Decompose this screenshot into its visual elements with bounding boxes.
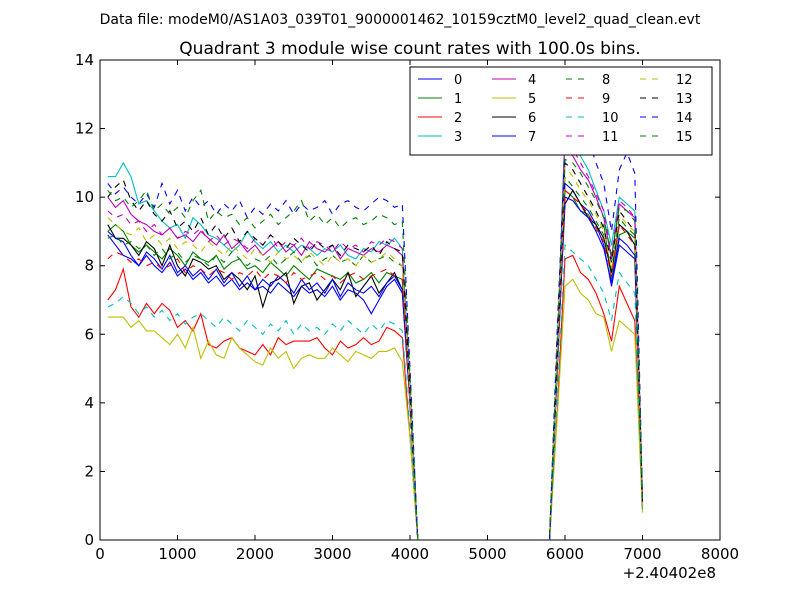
y-tick-label: 4 <box>84 394 94 412</box>
legend-label-12: 12 <box>676 73 693 88</box>
legend-label-10: 10 <box>602 111 619 126</box>
x-tick-label: 3000 <box>313 545 351 563</box>
legend-label-11: 11 <box>602 130 619 145</box>
legend-label-5: 5 <box>528 92 536 107</box>
series-line-14 <box>107 127 644 541</box>
legend-label-4: 4 <box>528 73 536 88</box>
series-line-10 <box>107 243 644 541</box>
legend-label-14: 14 <box>676 111 693 126</box>
legend-label-0: 0 <box>454 73 462 88</box>
y-tick-label: 14 <box>75 51 94 69</box>
y-tick-label: 8 <box>84 257 94 275</box>
legend-label-9: 9 <box>602 92 610 107</box>
x-tick-label: 6000 <box>546 545 584 563</box>
series-line-8 <box>107 175 644 541</box>
legend-label-2: 2 <box>454 111 462 126</box>
legend-label-6: 6 <box>528 111 536 126</box>
y-tick-label: 6 <box>84 325 94 343</box>
x-tick-label: 5000 <box>468 545 506 563</box>
series-line-11 <box>107 141 644 541</box>
y-tick-label: 0 <box>84 531 94 549</box>
x-offset-label: +2.40402e8 <box>623 564 716 582</box>
y-tick-label: 10 <box>75 188 94 206</box>
tick-layer: 0 1000 2000 3000 4000 5000 6000 7000 80000246810… <box>75 51 739 563</box>
series-layer <box>107 126 644 541</box>
x-tick-label: 0 <box>95 545 105 563</box>
x-tick-label: 1000 <box>158 545 196 563</box>
y-tick-label: 2 <box>84 462 94 480</box>
legend-frame <box>409 66 713 156</box>
x-tick-label: 8000 <box>701 545 739 563</box>
series-line-13 <box>107 161 644 541</box>
x-tick-label: 2000 <box>236 545 274 563</box>
series-line-5 <box>107 278 644 541</box>
figure-suptitle: Data file: modeM0/AS1A03_039T01_90000014… <box>100 12 701 28</box>
legend-label-8: 8 <box>602 73 610 88</box>
legend-label-15: 15 <box>676 130 693 145</box>
legend-label-1: 1 <box>454 92 462 107</box>
y-tick-label: 12 <box>75 120 94 138</box>
legend-label-3: 3 <box>454 130 462 145</box>
legend-label-13: 13 <box>676 92 693 107</box>
series-line-12 <box>107 164 644 541</box>
series-line-15 <box>107 158 644 541</box>
chart-title: Quadrant 3 module wise count rates with … <box>179 39 640 59</box>
legend-label-7: 7 <box>528 130 536 145</box>
x-tick-label: 7000 <box>623 545 661 563</box>
x-tick-label: 4000 <box>391 545 429 563</box>
